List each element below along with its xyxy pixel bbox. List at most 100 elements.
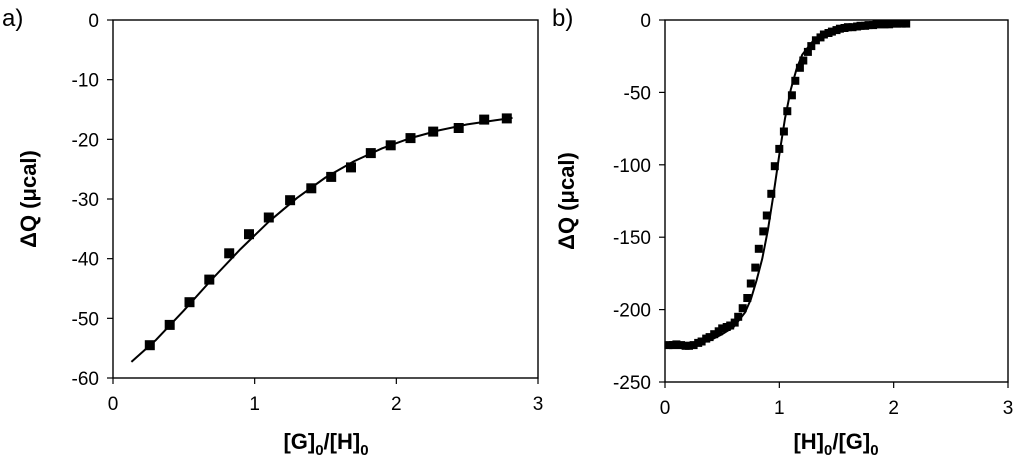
panel-a-x-tick-label: 3 xyxy=(533,394,544,415)
panel-b-data-point xyxy=(885,20,894,29)
panel-b-fit-curve xyxy=(664,22,908,347)
panel-a-y-tick-label: 0 xyxy=(88,11,99,32)
panel-a-chart: a) 0 -10 -20 -30 -40 -50 -60 0 1 2 3 ΔQ (μcal) [G… xyxy=(2,5,543,459)
panel-b-plot-frame xyxy=(664,19,1009,383)
panel-b-data-point xyxy=(685,341,693,350)
panel-b-y-tick-label: -50 xyxy=(624,83,651,104)
panel-a-data-point xyxy=(184,297,195,308)
panel-b-fit-line xyxy=(664,22,908,347)
panel-a-x-tick-label: 2 xyxy=(391,394,402,415)
panel-b-xlabel-main: [H] xyxy=(793,429,824,454)
panel-b-chart: b) 0 -50 -100 -150 -200 -250 0 1 2 3 ΔQ (μcal) [… xyxy=(552,5,1013,459)
panel-b-data-point xyxy=(779,127,788,136)
panel-b-y-tick-label: -150 xyxy=(613,228,651,249)
panel-a-data-point xyxy=(244,229,254,240)
panel-b-y-tick-label: -100 xyxy=(613,156,651,177)
panel-b-data-point xyxy=(710,330,719,339)
panel-a-data-point xyxy=(346,162,356,173)
panel-a-data-point xyxy=(204,274,215,285)
panel-a-y-tick-label: -30 xyxy=(72,190,99,211)
panel-a-y-tick-label: -60 xyxy=(72,369,99,390)
panel-b-data-point xyxy=(803,47,812,56)
panel-b-data-point xyxy=(811,36,820,45)
panel-a-y-tick-label: -20 xyxy=(72,130,99,151)
panel-b-xlabel-mid: /[G] xyxy=(832,429,870,454)
panel-b-xlabel-sub2: 0 xyxy=(870,442,878,459)
panel-b-xlabel-sub1: 0 xyxy=(824,442,832,459)
panel-b-data-point xyxy=(893,19,902,28)
panel-a-x-tick-label: 1 xyxy=(249,394,260,415)
panel-b-data-point xyxy=(864,21,873,30)
panel-b-data-points xyxy=(664,19,911,350)
panel-b-data-point xyxy=(843,23,852,32)
panel-a-x-ticks: 0 1 2 3 xyxy=(108,378,544,415)
panel-b-data-point xyxy=(734,312,743,321)
panel-b-data-point xyxy=(795,63,804,72)
panel-a-x-axis-title: [G]0/[H]0 xyxy=(283,429,368,459)
panel-b-data-point xyxy=(880,20,889,29)
panel-a-y-tick-label: -40 xyxy=(72,250,99,271)
panel-b-data-point xyxy=(783,107,792,116)
panel-b-data-point xyxy=(762,211,771,220)
panel-a-xlabel-main: [G] xyxy=(283,429,315,454)
panel-b-data-point xyxy=(697,337,706,346)
panel-a-y-tick-label: -50 xyxy=(72,309,99,330)
panel-b-data-point xyxy=(799,56,808,65)
panel-b-data-point xyxy=(705,333,714,342)
panel-b-data-point xyxy=(775,144,784,153)
panel-b-data-point xyxy=(835,24,844,33)
panel-a-x-tick-label: 0 xyxy=(108,394,119,415)
panel-b-label: b) xyxy=(552,5,573,32)
panel-a-data-point xyxy=(224,248,235,259)
panel-a-data-point xyxy=(453,123,464,133)
panel-a-data-points xyxy=(144,113,512,351)
panel-b-data-point xyxy=(787,91,796,100)
panel-b-data-point xyxy=(827,27,836,36)
panel-b-x-tick-label: 0 xyxy=(660,398,671,419)
panel-b-data-point xyxy=(743,294,752,302)
panel-a-y-ticks: 0 -10 -20 -30 -40 -50 -60 xyxy=(72,11,113,390)
panel-b-x-ticks: 0 1 2 3 xyxy=(660,382,1014,419)
panel-b-data-point xyxy=(767,189,776,198)
panel-b-x-axis-title: [H]0/[G]0 xyxy=(793,429,878,459)
panel-b-data-point xyxy=(751,263,760,272)
panel-b-x-tick-label: 1 xyxy=(774,398,785,419)
panel-b-data-point xyxy=(902,19,911,28)
panel-b-y-tick-label: -200 xyxy=(613,301,651,322)
panel-a-data-point xyxy=(285,195,296,206)
panel-a-data-point xyxy=(428,126,439,137)
panel-b-data-point xyxy=(819,30,828,39)
panel-a-xlabel-sub2: 0 xyxy=(360,442,368,459)
panel-a-xlabel-mid: /[H] xyxy=(324,429,361,454)
panel-b-y-tick-label: 0 xyxy=(640,11,651,32)
panel-b-data-point xyxy=(730,318,739,327)
panel-a-y-tick-label: -10 xyxy=(72,71,99,92)
panel-a-label: a) xyxy=(2,5,23,32)
panel-a-data-point xyxy=(326,171,337,182)
panel-b-y-ticks: 0 -50 -100 -150 -200 -250 xyxy=(613,11,665,394)
panel-b-data-point xyxy=(718,324,727,333)
panel-a-data-point xyxy=(501,113,512,124)
panel-b-y-tick-label: -250 xyxy=(613,373,651,394)
panel-b-data-point xyxy=(856,21,865,30)
panel-a-data-point xyxy=(144,340,155,351)
panel-b-data-point xyxy=(848,23,857,32)
panel-a-data-point xyxy=(306,183,317,194)
panel-b-data-point xyxy=(872,20,881,29)
panel-b-data-point xyxy=(754,244,763,253)
panel-a-data-point xyxy=(263,212,274,223)
panel-b-data-point xyxy=(759,227,768,236)
panel-b-x-tick-label: 2 xyxy=(888,398,899,419)
panel-a-fit-curve xyxy=(130,116,513,363)
panel-b-data-point xyxy=(689,341,698,350)
panel-b-x-tick-label: 3 xyxy=(1003,398,1014,419)
panel-a-plot-frame xyxy=(112,19,539,379)
panel-a-data-point xyxy=(385,140,396,151)
panel-b-data-point xyxy=(770,162,779,171)
panel-a-y-axis-title: ΔQ (μcal) xyxy=(16,150,41,248)
panel-b-data-point xyxy=(726,321,735,330)
panel-a-data-point xyxy=(479,114,490,125)
panel-a-data-point xyxy=(405,133,416,144)
panel-a-xlabel-sub1: 0 xyxy=(315,442,323,459)
